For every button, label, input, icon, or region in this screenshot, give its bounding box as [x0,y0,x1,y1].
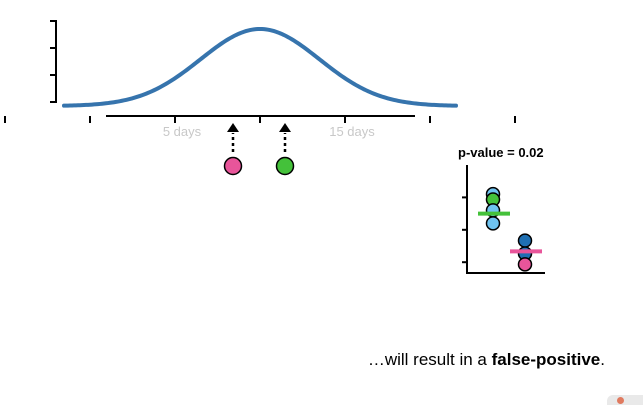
caption-bold-text: false-positive [491,350,601,369]
distribution-x-axis [4,115,516,123]
green-sample-arrow [279,123,291,152]
caption-suffix: . [600,350,605,369]
pink-sample-dot [223,156,243,176]
pvalue-label: p-value = 0.02 [458,145,544,160]
caption-prefix: …will result in a [367,350,492,369]
pink-sample-arrow [227,123,239,152]
normal-distribution-curve [62,26,458,108]
comparison-plot-axes [462,165,545,274]
group-b-point [517,257,533,272]
green-sample-dot [275,156,295,176]
group-b-point [517,233,533,248]
distribution-y-axis [50,20,57,103]
corner-badge-icon [607,395,643,405]
x-tick-label-5-days: 5 days [163,124,202,139]
comparison-points [478,186,542,272]
x-tick-label-15-days: 15 days [329,124,375,139]
group-a-point [485,216,501,231]
caption: …will result in a false-positive. [368,350,605,370]
